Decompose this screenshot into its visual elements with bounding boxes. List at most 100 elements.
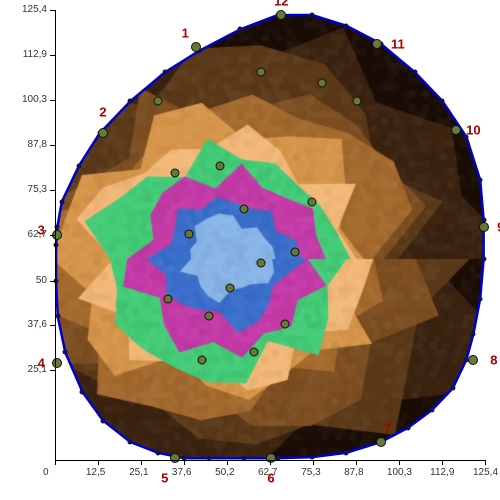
boundary-dot bbox=[128, 99, 133, 104]
y-tick bbox=[50, 281, 55, 282]
heatmap-chart: 123456789101112 012,525,137,650,262,775,… bbox=[0, 0, 500, 500]
x-tick-label: 25,1 bbox=[129, 467, 148, 478]
interior-dot bbox=[184, 229, 193, 238]
anchor-dot-10 bbox=[451, 125, 461, 135]
x-tick bbox=[184, 460, 185, 465]
boundary-dot bbox=[344, 450, 349, 455]
y-tick bbox=[50, 10, 55, 11]
y-tick bbox=[50, 235, 55, 236]
x-tick bbox=[442, 460, 443, 465]
anchor-label-2: 2 bbox=[99, 104, 106, 119]
y-tick bbox=[50, 145, 55, 146]
y-tick-label: 100,3 bbox=[22, 94, 47, 105]
x-tick bbox=[141, 460, 142, 465]
boundary-dot bbox=[310, 13, 315, 18]
interior-dot bbox=[256, 68, 265, 77]
boundary-dot bbox=[471, 332, 476, 337]
y-tick-label: 50 bbox=[36, 275, 47, 286]
anchor-dot-11 bbox=[372, 39, 382, 49]
anchor-label-1: 1 bbox=[182, 25, 189, 40]
anchor-dot-4 bbox=[52, 358, 62, 368]
boundary-dot bbox=[101, 418, 106, 423]
boundary-dot bbox=[59, 199, 64, 204]
x-tick bbox=[270, 460, 271, 465]
interior-dot bbox=[280, 319, 289, 328]
y-tick-label: 112,9 bbox=[23, 49, 47, 60]
interior-dot bbox=[291, 247, 300, 256]
anchor-dot-12 bbox=[276, 10, 286, 20]
boundary-dot bbox=[77, 163, 82, 168]
x-tick-label: 112,9 bbox=[430, 467, 454, 478]
anchor-dot-5 bbox=[170, 453, 180, 463]
x-tick-label: 125,4 bbox=[473, 467, 498, 478]
boundary-dot bbox=[128, 440, 133, 445]
boundary-dot bbox=[478, 296, 483, 301]
y-tick bbox=[50, 190, 55, 191]
anchor-label-11: 11 bbox=[391, 36, 405, 51]
interior-dot bbox=[198, 355, 207, 364]
anchor-dot-6 bbox=[266, 453, 276, 463]
interior-dot bbox=[215, 161, 224, 170]
y-tick bbox=[50, 325, 55, 326]
interior-dot bbox=[153, 97, 162, 106]
anchor-label-12: 12 bbox=[274, 0, 288, 8]
interior-dot bbox=[308, 197, 317, 206]
boundary-dot bbox=[440, 99, 445, 104]
x-tick-label: 87,8 bbox=[344, 467, 363, 478]
boundary-dot bbox=[310, 455, 315, 460]
boundary-dot bbox=[155, 450, 160, 455]
anchor-dot-1 bbox=[191, 42, 201, 52]
x-tick bbox=[55, 460, 56, 465]
interior-dot bbox=[352, 97, 361, 106]
x-tick bbox=[98, 460, 99, 465]
anchor-dot-7 bbox=[376, 437, 386, 447]
x-tick-label: 12,5 bbox=[86, 467, 105, 478]
boundary-dot bbox=[430, 407, 435, 412]
y-tick-label: 125,4 bbox=[22, 4, 47, 15]
interior-dot bbox=[256, 258, 265, 267]
interior-dot bbox=[205, 312, 214, 321]
overlay-svg bbox=[55, 10, 485, 460]
boundary-dot bbox=[406, 425, 411, 430]
x-tick bbox=[485, 460, 486, 465]
interior-dot bbox=[249, 348, 258, 357]
x-tick bbox=[313, 460, 314, 465]
interior-dot bbox=[225, 283, 234, 292]
y-tick-label: 87,8 bbox=[28, 139, 47, 150]
y-tick bbox=[50, 55, 55, 56]
anchor-dot-2 bbox=[98, 128, 108, 138]
boundary-dot bbox=[63, 350, 68, 355]
x-tick-label: 75,3 bbox=[301, 467, 320, 478]
interior-dot bbox=[318, 79, 327, 88]
y-tick-label: 62,7 bbox=[28, 229, 47, 240]
boundary-dot bbox=[413, 70, 418, 75]
x-tick-label: 50,2 bbox=[215, 467, 234, 478]
y-tick-label: 37,6 bbox=[28, 319, 47, 330]
plot-area: 123456789101112 bbox=[55, 10, 485, 460]
x-tick bbox=[227, 460, 228, 465]
interior-dot bbox=[164, 294, 173, 303]
anchor-dot-9 bbox=[479, 222, 489, 232]
x-tick-label: 37,6 bbox=[172, 467, 191, 478]
boundary-dot bbox=[162, 70, 167, 75]
interior-dot bbox=[239, 204, 248, 213]
boundary-dot bbox=[478, 178, 483, 183]
y-tick bbox=[50, 100, 55, 101]
x-tick bbox=[399, 460, 400, 465]
boundary-dot bbox=[481, 257, 486, 262]
interior-dot bbox=[171, 168, 180, 177]
x-tick bbox=[356, 460, 357, 465]
anchor-label-8: 8 bbox=[490, 352, 497, 367]
anchor-label-10: 10 bbox=[466, 122, 480, 137]
y-tick-label: 75,3 bbox=[28, 184, 47, 195]
x-tick-label: 100,3 bbox=[387, 467, 412, 478]
anchor-label-5: 5 bbox=[161, 470, 168, 485]
x-tick-label: 62,7 bbox=[258, 467, 277, 478]
anchor-dot-8 bbox=[468, 355, 478, 365]
boundary-dot bbox=[344, 23, 349, 28]
x-tick-label: 0 bbox=[43, 467, 49, 478]
y-tick-label: 25,1 bbox=[28, 364, 47, 375]
anchor-label-7: 7 bbox=[384, 420, 391, 435]
boundary-dot bbox=[238, 27, 243, 32]
y-axis bbox=[55, 10, 56, 460]
